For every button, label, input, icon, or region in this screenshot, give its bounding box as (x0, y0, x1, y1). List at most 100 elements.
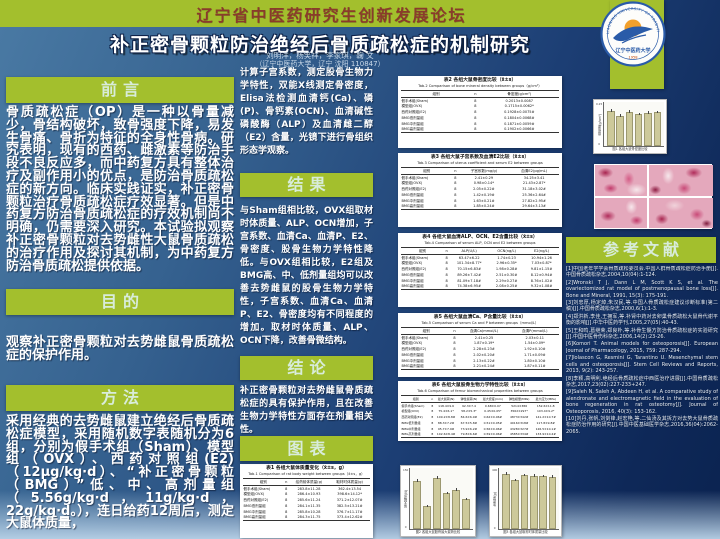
table-row: BMG低剂量组 8 88.3±7.2# 67.5±5.8# 0.51±0.05# 4016… (401, 420, 559, 426)
table-cell: 模型组(OVX) (401, 181, 423, 186)
error-bar (436, 476, 438, 479)
references-list: [1]中国老年学学会骨质疏松委员会.中国人群骨质疏松症防治手册[J].中国骨质疏… (566, 266, 718, 538)
table-row: 假手术组(Sham) 8 0.2013±0.0087 (401, 97, 559, 103)
table-cell: 92.3±7.4 (461, 403, 476, 408)
table-column-header: 给药前体质量(g) (288, 477, 330, 486)
bar (539, 474, 547, 529)
table-cell: 8 (451, 363, 458, 371)
table-cell: 2.41±0.29 (474, 175, 494, 180)
table-cell: 101.34±8.77* (456, 261, 482, 266)
section-header-conclusion: 结论 (240, 356, 373, 380)
table-cell: 8 (454, 198, 457, 203)
table-column-header: n (471, 89, 480, 98)
table-cell: 1.42±0.19# (473, 192, 495, 197)
table-column-header: 血清E2(pg/mL) (509, 166, 559, 175)
error-bar (638, 112, 640, 116)
bar (644, 111, 652, 146)
bar-chart-body-weight: 400 体质量(g) 0 图3 各组大鼠取材时体质量比较 (489, 465, 562, 537)
chart-bars (603, 102, 664, 147)
table-cell: BMG高剂量组 (401, 283, 445, 291)
table-column-header: 弹性模量(MPa) (505, 394, 533, 403)
table-cell: 74.38±6.95# (449, 283, 490, 291)
table-cell: 0.2013±0.0087 (505, 98, 533, 103)
table-cell: 1.80±0.10# (524, 358, 546, 363)
table-title: 表1 各组大鼠体质量变化（x̄±s，g） (266, 466, 347, 471)
table-row: 西药对照组(E2) 8 2.05±0.22# 31.18±3.02# (401, 186, 559, 192)
section-header-foreword: 前言 (6, 77, 234, 103)
chart-y-label: 最大载荷(N) (404, 489, 409, 508)
table-row: BMG低剂量组 8 89.26±7.42# 2.51±0.30# 8.12±0.94# (401, 272, 559, 278)
table-row: BMG中剂量组 8 1.63±0.21# 27.82±2.95# (401, 198, 559, 204)
table-cell: 126.5±10.1# (535, 426, 556, 431)
table-cell: 2.29±0.27# (495, 278, 518, 283)
table-cell: 29.64±3.13# (509, 203, 559, 211)
table-cell: 1.98±0.28# (495, 267, 518, 272)
table-cell: 0.1715±0.0062* (504, 104, 534, 109)
bar (548, 475, 557, 529)
table-cell: 8 (445, 267, 448, 272)
table-cell: 8 (453, 341, 456, 346)
table-cell: BMG中剂量组 (401, 121, 424, 126)
table-cell: 8 (454, 175, 457, 180)
table-row: BMG高剂量组 8 74.38±6.95# 2.08±0.25# 9.32±1.08# (401, 283, 559, 291)
table-column-header: 血清Ca(mmol/L) (457, 326, 511, 335)
bar (607, 109, 615, 146)
table-column-header: 弹性载荷(N) (458, 394, 480, 403)
logo-name-cn: 辽宁中医药大学 (615, 47, 650, 54)
table-column-header: n (283, 477, 289, 486)
table-cell: 0.59±0.06# (479, 431, 506, 439)
data-table: 组别 n 血清Ca(mmol/L) 血清P(mmol/L) 假手术组(Sham) 8 2.4… (401, 326, 559, 371)
table-cell: 8 (285, 492, 288, 497)
table-cell: 4873±342# (509, 415, 529, 420)
chart-y-axis: 400 体质量(g) 0 (492, 468, 498, 530)
table-cell: 362.4±13.54 (338, 486, 362, 491)
table-cell: 8 (431, 409, 434, 414)
table-column-header: ALP(U/L) (449, 246, 490, 255)
table-cell: 1.92±0.10# (524, 347, 546, 352)
bar (413, 479, 422, 529)
university-logo-icon: LIAONING UNIVERSITY OF TRADITIONAL CHINE… (598, 0, 666, 67)
bar (452, 488, 461, 529)
data-table: 组别 n ALP(U/L) OCN(ng/L) E2(ng/L) 假手术组(Sham) 8 6… (401, 246, 559, 291)
table-cell: 8 (444, 283, 450, 291)
table-title: 表6 各组大鼠股骨生物力学特性比较（x̄±s） (431, 383, 529, 388)
table-cell: 382.5±13.21# (336, 503, 363, 508)
table-cell: 8 (471, 126, 480, 134)
bar (653, 110, 662, 146)
table-cell: 8 (430, 431, 435, 439)
table-cell: BMG中剂量组 (401, 198, 424, 203)
banner: 辽宁省中医药研究生创新发展论坛 (0, 0, 663, 27)
table-cell: 模型组(OVX) (401, 341, 423, 346)
table-column-header: n (451, 326, 458, 335)
table-cell: 109.2±8.8# (436, 415, 456, 420)
table-row: BMG高剂量组 8 2.21±0.24# 1.87±0.11# (401, 363, 559, 371)
chart-plot-area: 0.25 骨密度(g/cm²) 0 (596, 102, 664, 147)
reference-item: [4]郑洪新,李佳,王拥军,等.补肾中药对去卵巢骨质疏松大鼠骨代谢平衡的影响[J… (566, 313, 718, 327)
table-cell: 117.8±9.8# (536, 420, 555, 425)
table-cell: 2.41±0.25 (474, 335, 494, 340)
table-cell: 0.68±0.07 (484, 403, 501, 408)
table-cell: 0.62±0.06# (483, 415, 503, 420)
table-cell: 8 (431, 415, 434, 420)
table-body-weight: 表1 各组大鼠体质量变化（x̄±s，g） Tab.1 Comparison of … (240, 464, 373, 538)
table-column-header: 组别 (401, 246, 445, 255)
reference-item: [7]Iolascon G, Resmini G, Tarantino U. M… (566, 355, 718, 375)
table-cell: 2.21±0.24# (457, 363, 511, 371)
bar (625, 110, 634, 146)
table-column-header: 取材时体质量(g) (329, 477, 370, 486)
table-cell: BMG高剂量组 (401, 126, 472, 134)
conclusion-text: 补正密骨颗粒对去势雌鼠骨质疏松症的具有保护作用，且在改善生物力学特性方面存在剂量… (240, 386, 373, 435)
purpose-text: 观察补正密骨颗粒对去势雌鼠骨质疏松症的保护作用。 (6, 335, 234, 363)
table-cell: 假手术组(Sham) (401, 335, 429, 340)
histology-image (595, 165, 648, 196)
table-cell: 79.8±6.6# (458, 431, 480, 439)
table-column-header: 组别 (243, 477, 284, 486)
table-cell: 8.12±0.94# (530, 272, 553, 277)
reference-item: [9]Saleh N, Saleh A, Abdeen H, et al. A … (566, 389, 718, 415)
table-cell: 283.8±11.28 (297, 486, 321, 491)
table-row: BMG高剂量组 8 284.3±11.75 373.4±12.62# (243, 514, 370, 522)
section-header-methods: 方法 (6, 385, 234, 411)
table-row: 西药对照组(E2) 8 2.28±0.23# 1.92±0.10# (401, 346, 559, 352)
table-cell: 2.51±0.30# (495, 272, 518, 277)
